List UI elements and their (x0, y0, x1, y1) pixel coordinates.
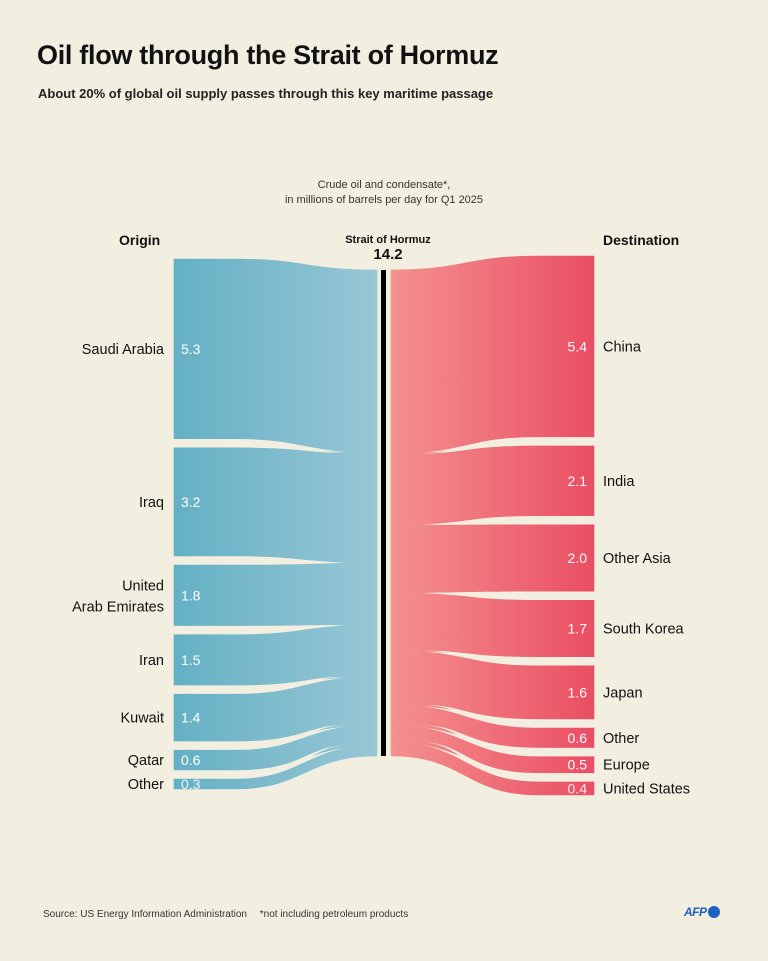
origin-value-label: 0.6 (181, 752, 201, 768)
destination-flow-separator (421, 437, 594, 454)
origin-label-line: Arab Emirates (72, 599, 164, 615)
destination-value-label: 1.7 (568, 621, 588, 637)
footnote: *not including petroleum products (259, 909, 409, 920)
origin-label-line: Qatar (128, 753, 164, 769)
origin-label-line: Saudi Arabia (82, 342, 165, 358)
strait-center-bar (381, 270, 386, 756)
origin-flow-separator (174, 724, 347, 750)
destination-label-south-korea: South Korea (603, 622, 685, 638)
destination-label-japan: Japan (603, 685, 643, 701)
origin-label-united-arab-emirates: United Arab Emirates (72, 578, 164, 615)
destination-label-india: India (603, 474, 635, 490)
center-total-value: 14.2 (373, 246, 403, 263)
origin-label-iraq: Iraq (139, 495, 164, 511)
origin-flow-united-arab-emirates (173, 562, 378, 627)
origin-flow-other (173, 745, 378, 790)
unit-note-line1: Crude oil and condensate*, (317, 179, 451, 191)
origin-value-label: 0.3 (181, 776, 201, 792)
origin-flow-separator (174, 745, 347, 779)
destination-column-heading: Destination (603, 232, 680, 248)
destination-flow-separator (421, 515, 594, 525)
origin-label-other: Other (128, 777, 164, 793)
origin-label-iran: Iran (139, 653, 164, 669)
origin-label-line: United (122, 578, 164, 594)
origin-column-heading: Origin (119, 232, 161, 248)
origin-label-saudi-arabia: Saudi Arabia (82, 342, 165, 358)
destination-value-label: 1.6 (568, 684, 588, 700)
chart-subtitle: About 20% of global oil supply passes th… (38, 86, 494, 101)
unit-note: Crude oil and condensate*, in millions o… (0, 178, 768, 208)
destination-flow-united-states (390, 742, 595, 796)
destination-label-other: Other (603, 731, 639, 747)
center-heading: Strait of Hormuz 14.2 (300, 234, 476, 262)
afp-logo-dot-icon (707, 906, 720, 918)
destination-flow-separator (421, 742, 594, 782)
chart-title: Oil flow through the Strait of Hormuz (37, 40, 499, 70)
origin-flow-iraq (173, 447, 378, 564)
destination-value-label: 2.1 (568, 473, 588, 489)
destination-flow-other-asia (390, 524, 595, 594)
center-label: Strait of Hormuz (345, 234, 431, 246)
destination-value-label: 5.4 (568, 339, 588, 355)
destination-label-united-states: United States (603, 781, 690, 797)
origin-label-line: Iraq (139, 495, 164, 511)
destination-flow-india (390, 445, 595, 526)
origin-value-label: 1.5 (181, 652, 201, 668)
origin-flow-separator (174, 556, 347, 565)
destination-value-label: 0.6 (568, 730, 588, 746)
origin-value-label: 3.2 (181, 494, 201, 510)
destination-flow-separator (421, 725, 594, 757)
origin-label-line: Iran (139, 653, 164, 669)
origin-label-line: Kuwait (120, 711, 164, 727)
destination-flow-separator (421, 591, 594, 601)
origin-value-label: 1.8 (181, 587, 201, 603)
origin-flow-separator (174, 625, 347, 635)
chart-labels: 5.3 Saudi Arabia 3.2 Iraq 1.8 United Arab Emir… (72, 339, 690, 798)
destination-value-label: 0.4 (568, 780, 588, 796)
destination-value-label: 0.5 (568, 757, 588, 773)
destination-label-other-asia: Other Asia (603, 551, 672, 567)
origin-label-line: Other (128, 777, 164, 793)
destination-label-europe: Europe (603, 758, 650, 774)
destination-flow-china (390, 255, 595, 454)
origin-flow-separator (174, 439, 347, 453)
unit-note-line2: in millions of barrels per day for Q1 20… (284, 194, 484, 206)
origin-value-label: 5.3 (181, 341, 201, 357)
origin-label-kuwait: Kuwait (120, 711, 164, 727)
destination-flow-south-korea (390, 592, 595, 658)
destination-flow-separator (421, 705, 594, 728)
origin-value-label: 1.4 (181, 710, 201, 726)
destination-label-china: China (603, 340, 642, 356)
destination-flows (390, 255, 595, 796)
destination-flow-separator (421, 650, 594, 666)
afp-logo: AFP (684, 905, 720, 919)
afp-logo-text: AFP (684, 905, 707, 919)
origin-flow-separator (174, 676, 347, 694)
footer: Source: US Energy Information Administra… (43, 909, 408, 920)
origin-label-qatar: Qatar (128, 753, 164, 769)
origin-flows (173, 258, 378, 790)
destination-flow-europe (390, 725, 595, 774)
destination-value-label: 2.0 (568, 550, 588, 566)
source-note: Source: US Energy Information Administra… (43, 909, 247, 920)
origin-flow-saudi-arabia (173, 258, 378, 453)
